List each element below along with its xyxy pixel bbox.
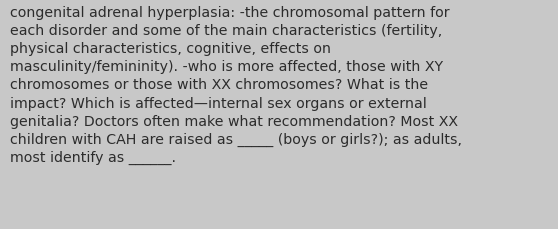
Text: congenital adrenal hyperplasia: -the chromosomal pattern for
each disorder and s: congenital adrenal hyperplasia: -the chr… [10, 6, 462, 165]
